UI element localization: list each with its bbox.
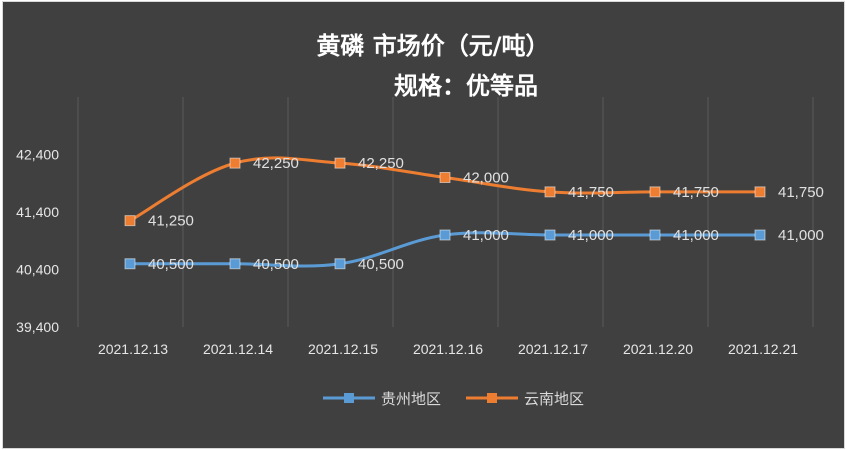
series-1-data-label: 41,000 [673, 227, 719, 244]
x-tick-label: 2021.12.20 [623, 341, 693, 357]
series-2-data-label: 41,750 [778, 184, 824, 201]
series-2-point [439, 172, 451, 183]
y-tick-label: 41,400 [16, 204, 59, 220]
series-line-2 [128, 156, 762, 223]
series-layer [124, 156, 766, 270]
series-1-data-label: 40,500 [358, 256, 404, 273]
x-tick-label: 2021.12.13 [98, 341, 168, 357]
legend: 贵州地区 云南地区 [323, 390, 584, 408]
series-2-point [124, 215, 136, 227]
series-1-point [439, 229, 451, 241]
grid-layer [77, 97, 814, 327]
chart-title: 黄磷 市场价（元/吨） [316, 32, 549, 60]
chart-svg: 黄磷 市场价（元/吨） 规格：优等品 39,400 40,400 41,400 42,… [16, 32, 824, 408]
legend-label-2: 云南地区 [524, 390, 584, 408]
chart-subtitle: 规格：优等品 [394, 72, 538, 100]
series-2-data-label: 41,750 [673, 184, 719, 201]
series-1-data-label: 41,000 [463, 227, 509, 244]
x-tick-label: 2021.12.21 [728, 341, 798, 357]
x-axis-ticks: 2021.12.13 2021.12.14 2021.12.15 2021.12.16… [98, 341, 798, 357]
series-1-point [229, 258, 241, 270]
x-tick-label: 2021.12.15 [308, 341, 378, 357]
series-2-point [649, 186, 661, 198]
data-labels: 40,500 40,500 40,500 41,000 41,000 41,000 41,0… [148, 155, 824, 273]
series-2-data-label: 41,250 [148, 213, 194, 230]
series-1-point [124, 258, 136, 270]
x-tick-label: 2021.12.17 [518, 341, 588, 357]
y-tick-label: 40,400 [16, 262, 59, 278]
series-1-point [334, 258, 346, 270]
x-tick-label: 2021.12.16 [413, 341, 483, 357]
series-1-data-label: 40,500 [253, 256, 299, 273]
x-tick-label: 2021.12.14 [203, 341, 273, 357]
series-2-point [334, 157, 346, 169]
series-2-point [754, 186, 766, 198]
legend-marker-2 [487, 393, 497, 403]
y-axis-ticks: 39,400 40,400 41,400 42,400 [16, 147, 59, 336]
series-1-point [544, 229, 556, 241]
series-2-data-label: 42,000 [463, 170, 509, 187]
series-2-point [544, 186, 556, 198]
series-2-data-label: 42,250 [358, 155, 404, 172]
legend-label-1: 贵州地区 [381, 390, 441, 408]
series-1-point [649, 229, 661, 241]
series-1-data-label: 41,000 [568, 227, 614, 244]
series-1-data-label: 41,000 [778, 227, 824, 244]
legend-marker-1 [344, 393, 354, 403]
series-2-data-label: 41,750 [568, 184, 614, 201]
series-2-point [229, 157, 241, 169]
y-tick-label: 39,400 [16, 319, 59, 335]
series-1-point [754, 229, 766, 241]
series-2-data-label: 42,250 [253, 155, 299, 172]
series-1-data-label: 40,500 [148, 256, 194, 273]
y-tick-label: 42,400 [16, 147, 59, 163]
